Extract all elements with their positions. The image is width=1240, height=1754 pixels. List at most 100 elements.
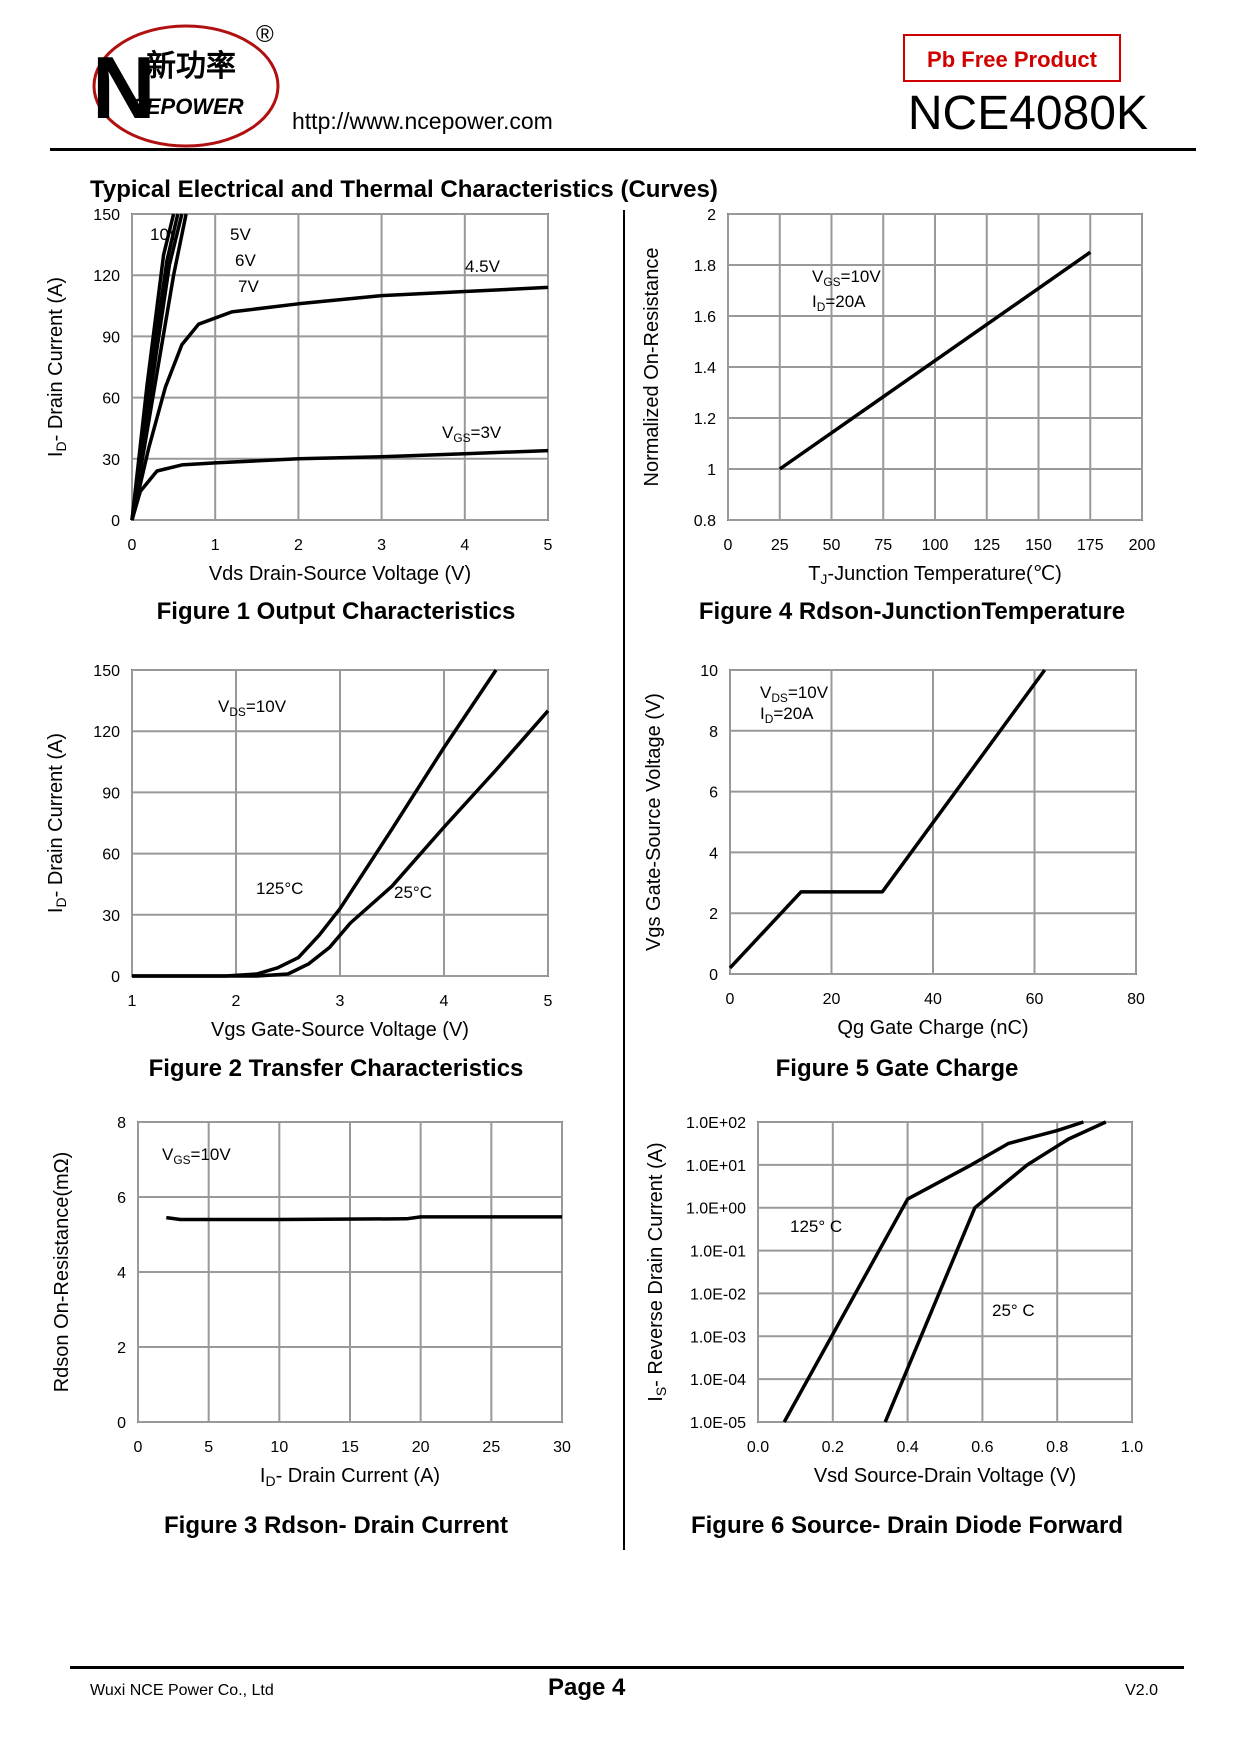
fig1-annotation: VGS=3V bbox=[442, 423, 502, 445]
registered-mark: ® bbox=[256, 21, 274, 48]
fig5-y-tick-label: 2 bbox=[709, 906, 718, 923]
logo-initial: N bbox=[92, 38, 156, 137]
fig4-y-tick-label: 1.4 bbox=[694, 360, 716, 377]
fig3-x-tick-label: 25 bbox=[482, 1439, 500, 1456]
fig5-x-tick-label: 0 bbox=[726, 991, 735, 1008]
fig1-series-10v bbox=[130, 213, 176, 521]
fig4-x-tick-label: 25 bbox=[771, 537, 789, 554]
fig5-x-tick-label: 80 bbox=[1127, 991, 1145, 1008]
logo-text-cn: 新功率 bbox=[146, 49, 236, 84]
fig2-x-tick-label: 5 bbox=[544, 993, 553, 1010]
fig2-y-axis-label: ID- Drain Current (A) bbox=[45, 733, 69, 913]
fig2-x-tick-label: 3 bbox=[336, 993, 345, 1010]
footer-rule bbox=[70, 1666, 1184, 1669]
fig2-annotation: 25°C bbox=[394, 883, 432, 902]
fig1-x-tick-label: 2 bbox=[294, 537, 303, 554]
fig1-x-tick-label: 1 bbox=[211, 537, 220, 554]
fig5-y-axis-label: Vgs Gate-Source Voltage (V) bbox=[643, 693, 665, 951]
fig4-x-tick-label: 0 bbox=[724, 537, 733, 554]
fig2-y-tick-label: 30 bbox=[102, 908, 120, 925]
fig1-y-tick-label: 60 bbox=[102, 391, 120, 408]
fig1-x-axis-label: Vds Drain-Source Voltage (V) bbox=[209, 563, 471, 585]
fig2-y-tick-label: 150 bbox=[93, 663, 120, 680]
figure-2-caption: Figure 2 Transfer Characteristics bbox=[148, 1055, 524, 1082]
fig6-x-tick-label: 0.6 bbox=[971, 1439, 993, 1456]
fig1-annotation: 5V bbox=[230, 225, 251, 244]
fig3-x-tick-label: 30 bbox=[553, 1439, 571, 1456]
footer-page-number: Page 4 bbox=[548, 1674, 626, 1701]
fig4-x-tick-label: 150 bbox=[1025, 537, 1052, 554]
fig1-series-vgs-3v bbox=[130, 448, 549, 521]
fig4-annotation: VGS=10V bbox=[812, 267, 881, 289]
fig5-series-vgs bbox=[728, 668, 1047, 970]
fig3-x-tick-label: 0 bbox=[134, 1439, 143, 1456]
fig4-y-tick-label: 1 bbox=[707, 462, 716, 479]
fig1-y-axis-label: ID- Drain Current (A) bbox=[45, 277, 69, 457]
fig2-y-tick-label: 120 bbox=[93, 724, 120, 741]
pb-free-badge: Pb Free Product bbox=[903, 34, 1121, 82]
fig6-plot-frame bbox=[757, 1121, 1133, 1423]
fig2-series-25-c bbox=[132, 709, 550, 978]
fig3-series-rdson bbox=[166, 1215, 562, 1222]
fig5-y-tick-label: 0 bbox=[709, 967, 718, 984]
fig1-annotation: 7V bbox=[238, 277, 259, 296]
fig6-y-tick-label: 1.0E-04 bbox=[690, 1372, 746, 1389]
fig5-y-tick-label: 8 bbox=[709, 724, 718, 741]
fig6-series-25-c bbox=[883, 1120, 1107, 1423]
fig6-annotation: 25° C bbox=[992, 1301, 1035, 1320]
fig3-x-tick-label: 20 bbox=[412, 1439, 430, 1456]
fig5-y-tick-label: 6 bbox=[709, 785, 718, 802]
fig6-y-axis-label: IS- Reverse Drain Current (A) bbox=[645, 1142, 669, 1401]
fig2-x-tick-label: 4 bbox=[440, 993, 449, 1010]
fig3-y-tick-label: 6 bbox=[117, 1190, 126, 1207]
fig6-series-125-c bbox=[782, 1120, 1084, 1423]
fig1-x-tick-label: 4 bbox=[460, 537, 469, 554]
fig1-x-tick-label: 0 bbox=[128, 537, 137, 554]
fig2-x-tick-label: 2 bbox=[232, 993, 241, 1010]
fig5-annotation: ID=20A bbox=[760, 704, 814, 726]
fig2-x-axis-label: Vgs Gate-Source Voltage (V) bbox=[211, 1019, 469, 1041]
fig5-x-axis-label: Qg Gate Charge (nC) bbox=[837, 1017, 1028, 1039]
fig1-y-tick-label: 90 bbox=[102, 329, 120, 346]
fig1-y-tick-label: 120 bbox=[93, 268, 120, 285]
fig4-x-tick-label: 50 bbox=[823, 537, 841, 554]
fig1-annotation: 10V bbox=[150, 225, 181, 244]
section-title: Typical Electrical and Thermal Character… bbox=[90, 176, 718, 203]
company-logo: N 新功率 CEPOWER ® bbox=[92, 21, 280, 148]
fig1-plot-frame bbox=[131, 213, 549, 521]
fig6-x-tick-label: 0.0 bbox=[747, 1439, 769, 1456]
fig4-annotation: ID=20A bbox=[812, 292, 866, 314]
fig4-x-tick-label: 100 bbox=[922, 537, 949, 554]
fig3-x-axis-label: ID- Drain Current (A) bbox=[260, 1465, 440, 1489]
fig3-y-tick-label: 8 bbox=[117, 1115, 126, 1132]
fig5-x-tick-label: 60 bbox=[1026, 991, 1044, 1008]
company-url[interactable]: http://www.ncepower.com bbox=[292, 108, 553, 134]
fig4-y-tick-label: 0.8 bbox=[694, 513, 716, 530]
fig3-x-tick-label: 10 bbox=[270, 1439, 288, 1456]
fig6-y-tick-label: 1.0E-01 bbox=[690, 1244, 746, 1261]
fig5-annotation: VDS=10V bbox=[760, 683, 829, 705]
header-rule bbox=[50, 148, 1196, 151]
fig4-y-tick-label: 1.2 bbox=[694, 411, 716, 428]
fig3-x-tick-label: 5 bbox=[204, 1439, 213, 1456]
fig1-y-tick-label: 0 bbox=[111, 513, 120, 530]
fig3-x-tick-label: 15 bbox=[341, 1439, 359, 1456]
fig3-y-tick-label: 2 bbox=[117, 1340, 126, 1357]
figure-1-caption: Figure 1 Output Characteristics bbox=[156, 598, 516, 625]
fig2-x-tick-label: 1 bbox=[128, 993, 137, 1010]
fig6-y-tick-label: 1.0E-02 bbox=[690, 1286, 746, 1303]
fig4-y-tick-label: 1.8 bbox=[694, 258, 716, 275]
fig5-x-tick-label: 20 bbox=[823, 991, 841, 1008]
fig4-x-tick-label: 200 bbox=[1129, 537, 1156, 554]
footer-version: V2.0 bbox=[1125, 1682, 1158, 1699]
fig2-annotation: VDS=10V bbox=[218, 697, 287, 719]
fig1-x-tick-label: 5 bbox=[544, 537, 553, 554]
fig6-y-tick-label: 1.0E-03 bbox=[690, 1329, 746, 1346]
fig6-y-tick-label: 1.0E+00 bbox=[686, 1201, 746, 1218]
fig5-y-tick-label: 4 bbox=[709, 845, 718, 862]
fig1-y-tick-label: 150 bbox=[93, 207, 120, 224]
fig2-y-tick-label: 0 bbox=[111, 969, 120, 986]
figure-3-caption: Figure 3 Rdson- Drain Current bbox=[163, 1512, 509, 1539]
fig4-x-tick-label: 175 bbox=[1077, 537, 1104, 554]
